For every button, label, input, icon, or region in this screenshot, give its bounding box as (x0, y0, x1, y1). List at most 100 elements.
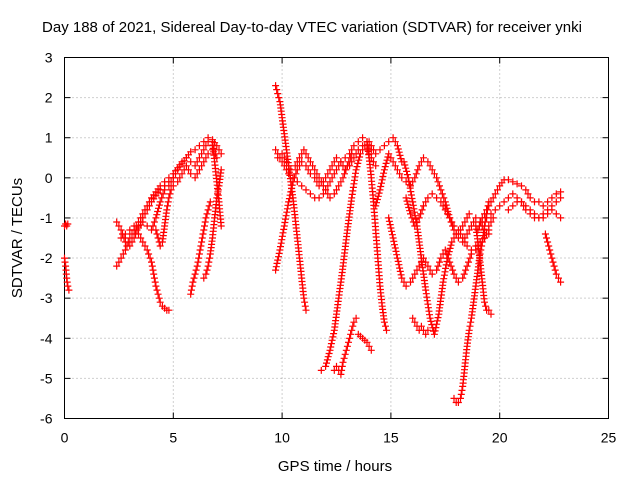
data-point (198, 150, 206, 158)
data-point (426, 266, 434, 274)
data-point (280, 154, 288, 162)
data-point (143, 206, 151, 214)
data-point (430, 330, 438, 338)
data-point (393, 254, 401, 262)
data-point (302, 150, 310, 158)
data-point (424, 262, 432, 270)
data-point (388, 231, 396, 239)
data-point (202, 154, 210, 162)
data-point (406, 207, 414, 215)
data-point (548, 206, 556, 214)
data-point (442, 261, 450, 269)
data-point (121, 230, 129, 238)
data-point (301, 302, 309, 310)
data-point (391, 241, 398, 249)
data-point (287, 188, 295, 196)
data-point (544, 210, 552, 218)
data-point (372, 162, 380, 170)
data-point (485, 306, 493, 314)
data-point (189, 278, 197, 286)
data-point (448, 218, 456, 226)
data-point (483, 230, 491, 238)
series-b5 (152, 182, 177, 250)
data-point (461, 238, 469, 246)
data-point (191, 174, 199, 182)
x-tick-label: 5 (169, 430, 177, 446)
data-point (164, 202, 171, 210)
data-point (462, 266, 470, 274)
data-point (272, 263, 280, 271)
data-point (200, 274, 208, 282)
data-point (65, 286, 73, 294)
data-point (376, 146, 384, 154)
data-point (385, 214, 393, 222)
data-point (389, 234, 397, 242)
data-point (154, 234, 162, 242)
data-point (459, 274, 467, 282)
data-point (420, 154, 427, 162)
data-point (444, 254, 451, 262)
data-point (346, 154, 354, 162)
data-point (174, 178, 182, 186)
data-point (539, 214, 547, 222)
series-c8 (363, 138, 390, 334)
data-point (394, 145, 402, 153)
series-c4 (274, 146, 356, 202)
data-point (330, 170, 338, 178)
y-tick-label: 2 (45, 90, 53, 106)
data-point (338, 366, 346, 374)
data-point (341, 350, 349, 358)
data-point (193, 158, 201, 166)
data-point (415, 162, 423, 170)
data-point (518, 182, 525, 190)
data-point (390, 237, 398, 245)
data-point (201, 222, 208, 230)
data-point (428, 190, 436, 198)
x-axis-title: GPS time / hours (278, 458, 392, 475)
data-point (442, 201, 450, 209)
data-point (139, 238, 147, 246)
data-point (130, 234, 138, 242)
data-point (315, 174, 323, 182)
data-point (274, 90, 282, 98)
data-point (424, 158, 432, 166)
y-axis-title: SDTVAR / TECUs (9, 178, 26, 298)
data-point (203, 210, 211, 218)
data-point (217, 222, 225, 230)
data-point (396, 264, 404, 272)
data-point (204, 262, 212, 270)
data-point (286, 191, 294, 199)
data-point (328, 162, 336, 170)
data-point (509, 178, 517, 186)
data-point (457, 390, 465, 398)
data-point (167, 186, 175, 194)
data-point (450, 222, 458, 230)
data-point (398, 174, 406, 182)
y-tick-label: -5 (40, 370, 53, 386)
data-point (552, 210, 560, 218)
data-point (389, 134, 397, 142)
data-point (426, 162, 434, 170)
data-point (434, 314, 442, 322)
data-point (172, 170, 179, 178)
data-point (285, 195, 293, 203)
data-point (413, 266, 421, 274)
data-point (382, 159, 390, 167)
data-point (275, 249, 283, 257)
data-point (115, 258, 123, 266)
data-point (487, 198, 495, 206)
data-point (273, 259, 281, 267)
data-marks (61, 82, 565, 406)
data-point (302, 186, 310, 194)
data-point (117, 234, 125, 242)
chart-title: Day 188 of 2021, Sidereal Day-to-day VTE… (42, 19, 582, 36)
data-point (482, 302, 490, 310)
data-point (457, 230, 464, 238)
data-point (342, 346, 350, 354)
data-point (326, 346, 334, 354)
data-point (415, 214, 423, 222)
data-point (483, 214, 491, 222)
data-point (141, 210, 149, 218)
plot-frame (64, 57, 609, 419)
data-point (450, 234, 458, 242)
